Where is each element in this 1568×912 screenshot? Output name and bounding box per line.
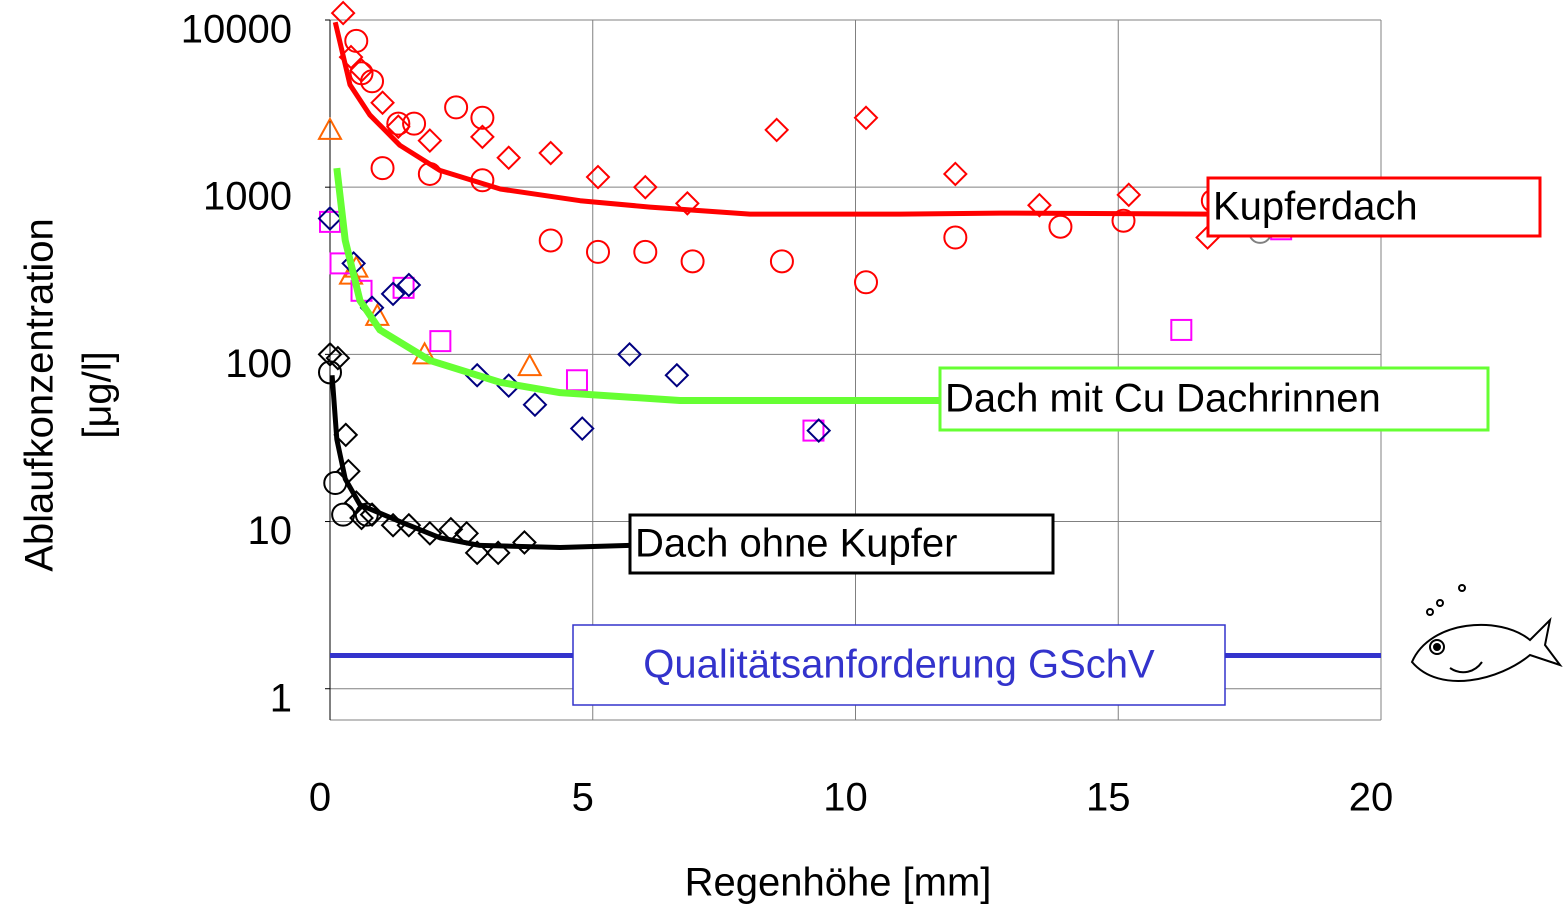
point bbox=[325, 345, 351, 371]
point bbox=[496, 145, 522, 171]
x-axis-title: Regenhöhe [mm] bbox=[685, 861, 992, 905]
y-tick-label: 10 bbox=[248, 509, 293, 553]
point bbox=[802, 419, 825, 442]
point bbox=[1170, 318, 1193, 341]
point bbox=[318, 360, 342, 385]
point bbox=[417, 128, 443, 153]
point bbox=[943, 225, 968, 250]
point bbox=[385, 114, 411, 140]
label-box bbox=[572, 624, 1226, 706]
line bbox=[332, 21, 1211, 217]
point bbox=[617, 341, 642, 367]
x-tick-label: 5 bbox=[572, 776, 594, 820]
point bbox=[516, 353, 543, 377]
series-label: Dach ohne Kupfer bbox=[635, 522, 957, 566]
point bbox=[469, 124, 495, 150]
point bbox=[522, 392, 548, 418]
point bbox=[396, 272, 422, 298]
point bbox=[370, 90, 395, 116]
point bbox=[585, 164, 611, 190]
point bbox=[349, 57, 374, 83]
point bbox=[633, 239, 658, 264]
point bbox=[853, 105, 879, 131]
series-label: Kupferdach bbox=[1213, 185, 1418, 229]
label-box bbox=[1206, 176, 1542, 238]
x-tick-label: 0 bbox=[309, 776, 331, 820]
point bbox=[317, 341, 343, 367]
x-tick-label: 20 bbox=[1349, 776, 1394, 820]
y-axis-title: Ablaufkonzentration bbox=[18, 218, 62, 572]
point bbox=[429, 330, 452, 353]
point bbox=[569, 416, 595, 441]
x-tick-label: 15 bbox=[1086, 776, 1131, 820]
series-label: Dach mit Cu Dachrinnen bbox=[945, 377, 1381, 421]
point bbox=[370, 156, 395, 181]
label-box bbox=[628, 513, 1055, 575]
point bbox=[1116, 182, 1142, 208]
y-tick-label: 100 bbox=[225, 342, 292, 386]
point bbox=[317, 206, 343, 231]
point bbox=[769, 249, 794, 274]
point bbox=[512, 530, 537, 555]
point bbox=[444, 95, 469, 120]
point bbox=[331, 502, 356, 527]
series-label: Qualitätsanforderung GSchV bbox=[643, 643, 1155, 687]
point bbox=[402, 111, 427, 136]
point bbox=[538, 140, 564, 166]
point bbox=[464, 540, 490, 566]
point bbox=[470, 105, 495, 130]
point bbox=[854, 270, 879, 295]
point bbox=[1111, 208, 1136, 233]
point bbox=[664, 362, 690, 388]
point bbox=[764, 117, 790, 143]
y-axis-title: [μg/l] bbox=[76, 351, 120, 439]
x-tick-label: 10 bbox=[823, 776, 868, 820]
point bbox=[538, 228, 563, 253]
point bbox=[1048, 214, 1073, 239]
point bbox=[942, 161, 968, 187]
line bbox=[333, 167, 940, 404]
label-box bbox=[938, 366, 1490, 432]
y-tick-label: 1000 bbox=[203, 175, 292, 219]
point bbox=[674, 190, 700, 216]
point bbox=[1027, 192, 1052, 218]
y-tick-label: 1 bbox=[270, 676, 292, 720]
point bbox=[586, 239, 611, 264]
line bbox=[329, 375, 631, 550]
point bbox=[485, 540, 511, 566]
fish-icon bbox=[1410, 584, 1563, 682]
point bbox=[680, 249, 705, 274]
point bbox=[806, 418, 832, 443]
point bbox=[565, 369, 588, 392]
point bbox=[632, 174, 658, 200]
point bbox=[386, 111, 411, 136]
y-tick-label: 10000 bbox=[181, 8, 292, 52]
point bbox=[380, 281, 406, 307]
point bbox=[317, 116, 343, 140]
point bbox=[330, 0, 356, 26]
